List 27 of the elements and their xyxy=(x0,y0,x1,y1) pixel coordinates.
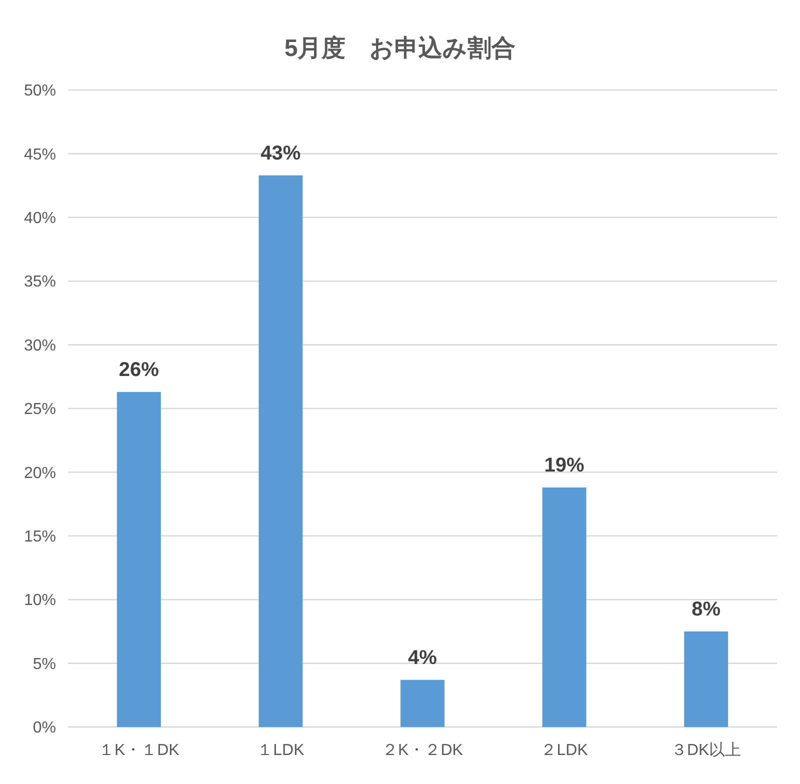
data-label: 43% xyxy=(260,142,301,164)
y-tick-label: 20% xyxy=(24,464,56,482)
bar xyxy=(400,680,444,727)
data-label: 4% xyxy=(408,646,438,669)
x-tick-label: ２LDK xyxy=(540,742,588,759)
data-label: 8% xyxy=(692,598,721,620)
y-tick-label: 10% xyxy=(24,592,56,610)
data-label: 26% xyxy=(118,358,160,381)
y-tick-label: 30% xyxy=(24,337,56,354)
x-tick-label: ３DK以上 xyxy=(670,741,742,759)
bar xyxy=(116,392,161,727)
chart-title: 5月度 お申込み割合 xyxy=(284,35,516,62)
bar xyxy=(542,487,586,727)
y-tick-label: 50% xyxy=(24,82,56,100)
x-tick-label: ２K・２DK xyxy=(382,742,464,759)
y-tick-label: 0% xyxy=(32,720,56,737)
y-tick-label: 25% xyxy=(24,401,56,418)
y-tick-label: 15% xyxy=(24,528,56,546)
x-tick-label: １LDK xyxy=(257,742,305,759)
bar xyxy=(258,175,303,727)
y-tick-label: 40% xyxy=(24,210,56,227)
bar xyxy=(684,631,728,727)
y-tick-label: 5% xyxy=(32,656,56,673)
x-tick-label: １K・１DK xyxy=(98,742,180,759)
y-tick-label: 35% xyxy=(24,274,56,291)
y-tick-label: 45% xyxy=(24,146,56,164)
data-label: 19% xyxy=(544,454,585,476)
